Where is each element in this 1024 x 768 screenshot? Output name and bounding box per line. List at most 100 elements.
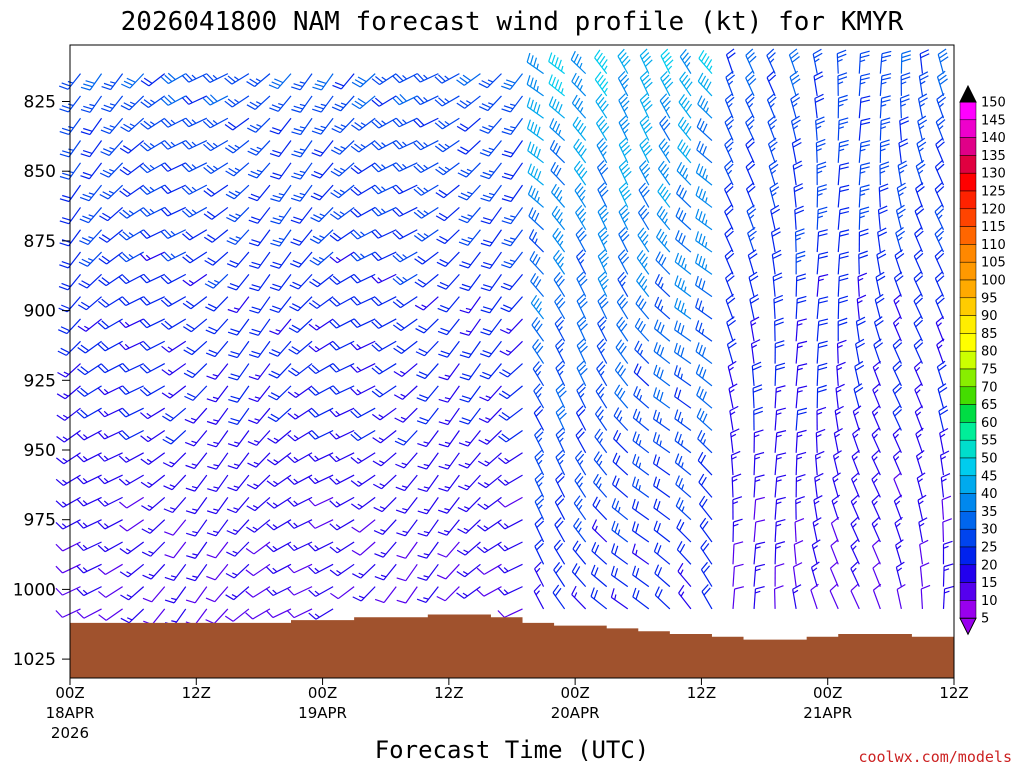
wind-barb-full-flag [747, 226, 756, 234]
wind-barb-full-flag [330, 592, 339, 600]
wind-barb-staff [299, 95, 313, 113]
colorbar-swatch [959, 119, 977, 138]
wind-barb-full-flag [76, 543, 84, 551]
wind-barb-full-flag [640, 301, 647, 311]
wind-barb-full-flag [939, 409, 949, 416]
wind-barb-full-flag [228, 214, 238, 220]
wind-barb-half-flag [638, 440, 642, 446]
wind-barb-staff [554, 323, 566, 342]
wind-barb [618, 227, 630, 253]
wind-barb-full-flag [392, 97, 400, 106]
wind-barb-full-flag [640, 186, 648, 194]
wind-barb-half-flag [400, 416, 407, 421]
wind-barb-full-flag [747, 52, 755, 60]
wind-barb-half-flag [252, 526, 258, 531]
wind-barb-full-flag [618, 297, 626, 306]
wind-barb [942, 563, 954, 587]
wind-barb [434, 73, 460, 84]
wind-barb-full-flag [293, 172, 303, 177]
wind-barb [726, 338, 737, 364]
wind-barb-staff [939, 455, 945, 476]
wind-barb [766, 48, 776, 74]
wind-barb-full-flag [576, 338, 585, 346]
wind-barb [162, 452, 187, 468]
wind-barb-staff [795, 455, 798, 476]
wind-barb-full-flag [371, 142, 379, 151]
wind-barb-full-flag [677, 255, 683, 265]
wind-barb-full-flag [206, 375, 216, 380]
wind-barb-staff [488, 363, 502, 380]
wind-barb-staff [913, 300, 923, 320]
wind-barb-staff [464, 117, 481, 132]
wind-barb-full-flag [435, 215, 445, 222]
wind-barb-full-flag [58, 285, 69, 291]
wind-barb-half-flag [705, 197, 708, 203]
wind-barb-full-flag [143, 120, 152, 128]
wind-barb-half-flag [402, 141, 407, 147]
wind-barb-half-flag [278, 215, 285, 218]
wind-barb-full-flag [919, 75, 929, 81]
wind-barb-full-flag [164, 206, 172, 215]
wind-barb-half-flag [683, 286, 687, 292]
wind-barb [392, 206, 418, 217]
wind-barb-full-flag [270, 198, 280, 203]
wind-barb-full-flag [601, 301, 609, 309]
wind-barb-half-flag [231, 594, 238, 598]
wind-barb [894, 249, 905, 275]
wind-barb-staff [173, 586, 187, 604]
wind-barb [575, 405, 587, 431]
wind-barb-half-flag [664, 218, 668, 224]
wind-barb [795, 473, 806, 498]
wind-barb [395, 474, 418, 492]
wind-barb-half-flag [860, 148, 866, 152]
wind-barb-staff [104, 429, 123, 440]
wind-barb-staff [919, 53, 924, 74]
wind-barb-full-flag [417, 209, 426, 217]
wind-barb-full-flag [164, 184, 172, 193]
wind-barb-full-flag [850, 516, 859, 525]
wind-barb-staff [612, 483, 629, 498]
wind-barb-staff [942, 566, 945, 587]
wind-barb-full-flag [578, 364, 587, 372]
wind-barb [266, 474, 292, 488]
wind-barb-staff [837, 254, 841, 275]
wind-barb [139, 318, 165, 329]
wind-barb-half-flag [191, 485, 198, 489]
wind-barb [457, 140, 481, 155]
wind-barb-full-flag [246, 81, 255, 88]
wind-barb [573, 495, 587, 521]
wind-barb-half-flag [256, 169, 263, 173]
wind-barb-staff [570, 59, 587, 75]
wind-barb [415, 318, 439, 334]
wind-barb-full-flag [775, 541, 786, 545]
wind-barb [571, 94, 587, 119]
wind-barb-half-flag [939, 102, 944, 108]
wind-barb-half-flag [834, 455, 840, 461]
wind-barb-staff [276, 363, 292, 379]
wind-barb-staff [555, 412, 566, 431]
wind-barb [941, 495, 952, 520]
wind-barb-full-flag [591, 519, 598, 529]
wind-barb [417, 541, 439, 559]
wind-barb-full-flag [636, 366, 642, 376]
wind-barb [816, 318, 829, 342]
wind-barb [206, 563, 229, 581]
wind-barb [654, 586, 671, 610]
wind-barb [696, 140, 713, 164]
wind-barb [456, 73, 481, 86]
wind-barb-staff [595, 101, 608, 119]
wind-barb-full-flag [286, 543, 295, 551]
wind-barb-full-flag [549, 118, 555, 128]
wind-barb-staff [173, 608, 187, 626]
wind-barb-full-flag [554, 316, 563, 325]
wind-barb-staff [791, 143, 797, 163]
wind-barb-half-flag [272, 589, 278, 595]
wind-barb [161, 363, 187, 376]
wind-barb-half-flag [663, 240, 668, 247]
wind-barb [247, 117, 271, 133]
wind-barb-staff [232, 608, 250, 622]
wind-barb-full-flag [331, 149, 340, 155]
wind-barb-full-flag [186, 369, 196, 376]
wind-barb-full-flag [838, 121, 849, 126]
wind-barb-full-flag [392, 324, 402, 332]
